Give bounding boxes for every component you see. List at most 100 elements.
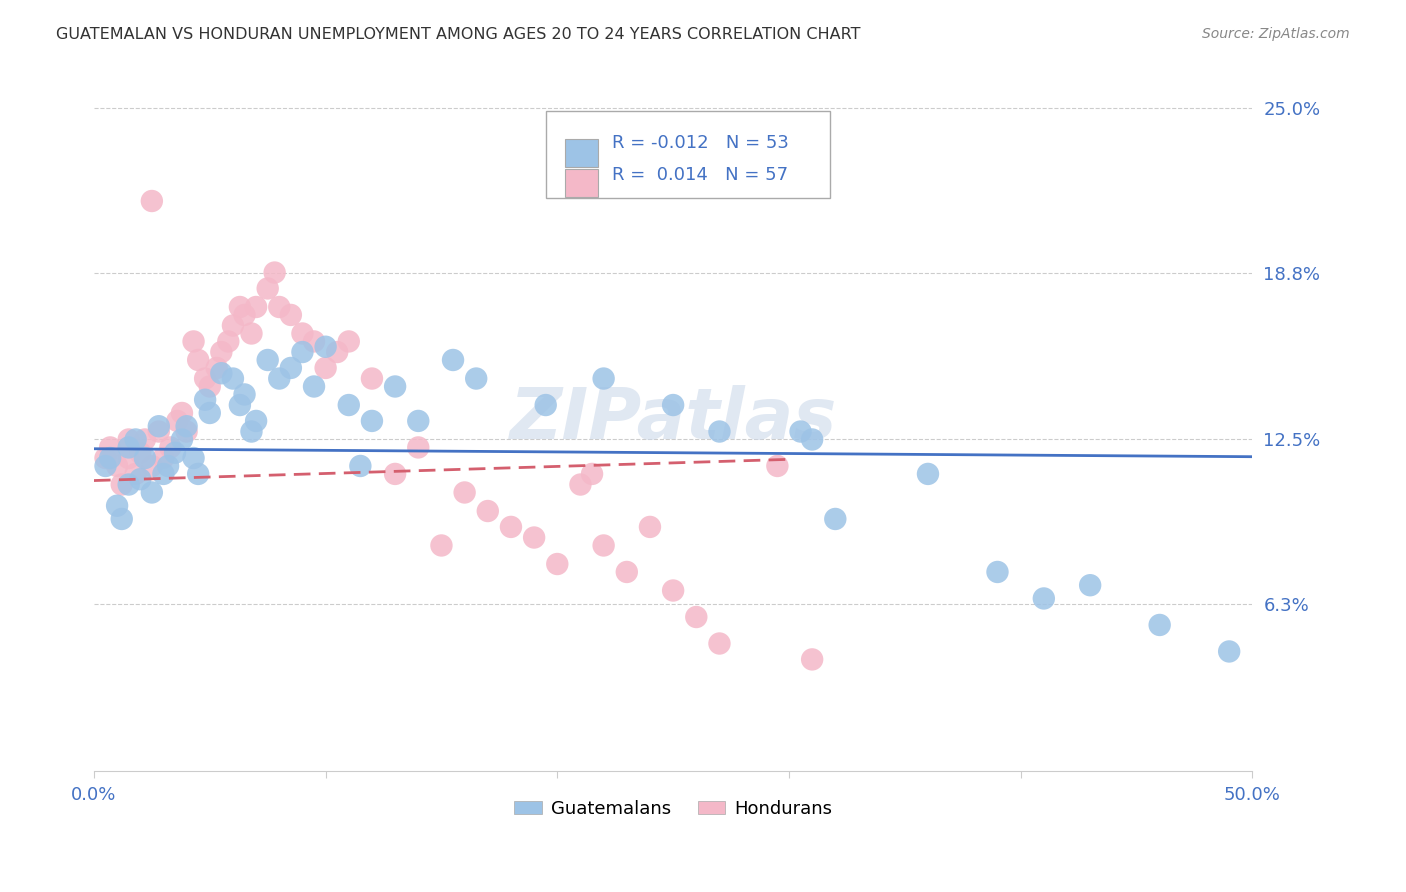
Point [141, 458, 163, 473]
Point [157, 458, 180, 473]
Point [170, 406, 193, 420]
Point [546, 557, 568, 571]
Point [124, 467, 146, 481]
Point [233, 387, 256, 401]
Point [801, 433, 824, 447]
Point [222, 318, 245, 333]
Point [326, 345, 349, 359]
Point [245, 414, 267, 428]
Point [194, 392, 217, 407]
Point [685, 610, 707, 624]
Point [217, 334, 239, 349]
Point [98, 441, 121, 455]
Point [187, 467, 209, 481]
Bar [565, 169, 598, 197]
Point [111, 512, 134, 526]
Point [148, 419, 170, 434]
Point [1078, 578, 1101, 592]
Point [616, 565, 638, 579]
Point [141, 485, 163, 500]
Point [187, 353, 209, 368]
Point [453, 485, 475, 500]
Point [129, 472, 152, 486]
Point [302, 379, 325, 393]
Point [638, 520, 661, 534]
Point [315, 360, 337, 375]
Point [406, 441, 429, 455]
Point [384, 379, 406, 393]
Point [233, 308, 256, 322]
Point [315, 340, 337, 354]
Point [1149, 618, 1171, 632]
Point [159, 441, 181, 455]
Point [430, 539, 453, 553]
Point [245, 300, 267, 314]
Point [124, 433, 146, 447]
Point [569, 477, 592, 491]
Point [789, 425, 811, 439]
Point [229, 300, 252, 314]
Point [280, 308, 302, 322]
Point [94, 458, 117, 473]
Point [229, 398, 252, 412]
Text: R = -0.012   N = 53: R = -0.012 N = 53 [612, 134, 789, 153]
Point [337, 334, 360, 349]
Point [205, 360, 228, 375]
Point [465, 371, 488, 385]
Point [209, 345, 232, 359]
Point [801, 652, 824, 666]
Point [105, 499, 128, 513]
Point [198, 406, 221, 420]
Point [198, 379, 221, 393]
Point [129, 446, 152, 460]
Point [349, 458, 371, 473]
Point [499, 520, 522, 534]
Point [240, 425, 263, 439]
Point [118, 433, 141, 447]
Point [152, 450, 174, 465]
Point [1218, 644, 1240, 658]
Point [222, 371, 245, 385]
Text: GUATEMALAN VS HONDURAN UNEMPLOYMENT AMONG AGES 20 TO 24 YEARS CORRELATION CHART: GUATEMALAN VS HONDURAN UNEMPLOYMENT AMON… [56, 27, 860, 42]
Point [263, 266, 285, 280]
Point [98, 450, 121, 465]
Point [592, 539, 614, 553]
Point [209, 366, 232, 380]
Legend: Guatemalans, Hondurans: Guatemalans, Hondurans [508, 792, 839, 825]
Point [269, 300, 291, 314]
Point [141, 194, 163, 208]
Point [176, 419, 198, 434]
Point [118, 441, 141, 455]
Point [170, 433, 193, 447]
Point [134, 450, 156, 465]
Point [581, 467, 603, 481]
Point [477, 504, 499, 518]
Point [148, 425, 170, 439]
Point [406, 414, 429, 428]
Point [118, 477, 141, 491]
Point [256, 353, 278, 368]
Point [986, 565, 1008, 579]
Point [163, 446, 186, 460]
Point [662, 398, 685, 412]
Point [523, 531, 546, 545]
Point [1032, 591, 1054, 606]
Point [361, 371, 384, 385]
Point [709, 636, 731, 650]
Point [269, 371, 291, 385]
Point [166, 414, 188, 428]
Point [183, 450, 205, 465]
Point [280, 360, 302, 375]
Point [152, 467, 174, 481]
Point [134, 433, 156, 447]
Point [176, 425, 198, 439]
Point [592, 371, 614, 385]
Point [302, 334, 325, 349]
Point [194, 371, 217, 385]
Point [111, 477, 134, 491]
Point [183, 334, 205, 349]
Text: ZIPatlas: ZIPatlas [509, 385, 837, 454]
Point [118, 450, 141, 465]
Bar [565, 139, 598, 167]
Point [291, 345, 314, 359]
